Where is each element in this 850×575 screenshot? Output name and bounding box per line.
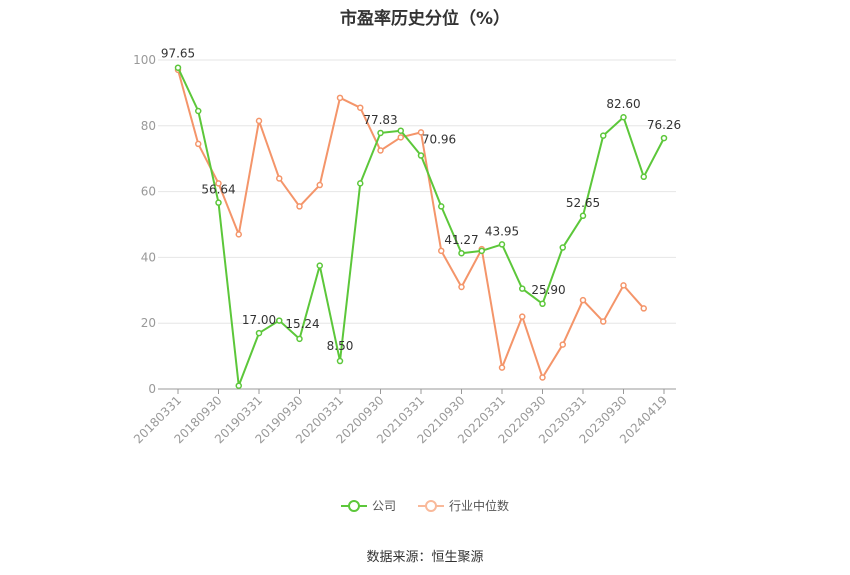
company-data-label: 15.24 <box>285 317 319 331</box>
industry-data-point <box>559 341 566 348</box>
company-data-point <box>498 241 506 248</box>
legend-item-industry[interactable]: 行业中位数 <box>418 497 509 514</box>
industry-data-point <box>579 296 587 304</box>
legend-item-company[interactable]: 公司 <box>340 497 396 514</box>
industry-data-point <box>316 181 323 189</box>
industry-data-point <box>417 129 425 136</box>
company-data-point <box>660 134 668 142</box>
company-data-point <box>255 329 263 337</box>
industry-data-point <box>336 94 344 102</box>
company-data-label: 17.00 <box>242 313 276 327</box>
company-series-line <box>177 67 665 387</box>
company-data-point <box>600 132 607 139</box>
company-data-point <box>215 199 222 206</box>
industry-data-point <box>640 305 647 312</box>
industry-data-point <box>357 104 364 111</box>
legend-label-company: 公司 <box>371 499 396 513</box>
company-data-point <box>296 335 303 343</box>
industry-data-point <box>438 247 445 255</box>
series-lines <box>174 64 668 389</box>
company-data-label: 77.83 <box>363 113 397 127</box>
industry-data-point <box>195 140 202 148</box>
company-data-point <box>478 247 485 255</box>
company-data-point <box>417 152 425 159</box>
industry-data-point <box>498 364 506 371</box>
company-data-label: 43.95 <box>485 224 519 238</box>
company-data-point <box>458 249 465 257</box>
y-tick-label: 20 <box>141 316 156 330</box>
industry-data-point <box>519 313 526 320</box>
company-data-label: 70.96 <box>422 133 456 147</box>
company-data-point <box>519 285 526 292</box>
legend-label-industry: 行业中位数 <box>449 499 510 513</box>
company-data-label: 52.65 <box>566 196 600 210</box>
company-data-label: 41.27 <box>444 233 478 247</box>
industry-data-point <box>600 318 607 325</box>
y-tick-label: 60 <box>141 185 156 199</box>
grid-lines <box>158 59 676 324</box>
company-data-point <box>195 107 202 115</box>
company-data-point <box>336 357 344 365</box>
company-data-point <box>174 64 182 71</box>
chart-title: 市盈率历史分位（%） <box>339 9 511 29</box>
data-labels: 97.65 56.64 17.00 15.24 8.50 77.83 70.96 41.27 4… <box>161 47 681 353</box>
axes: 0204060801002018033120180930201903312019… <box>131 53 676 446</box>
industry-data-point <box>620 282 627 289</box>
company-data-point <box>559 244 566 251</box>
company-data-label: 25.90 <box>531 283 565 297</box>
data-source: 数据来源：恒生聚源 <box>366 550 484 565</box>
y-tick-label: 0 <box>148 382 156 396</box>
y-tick-label: 80 <box>141 119 156 133</box>
industry-series-swatch-icon <box>418 499 444 513</box>
industry-data-point <box>296 203 303 210</box>
company-series-swatch-icon <box>340 499 367 513</box>
industry-data-point <box>235 231 242 238</box>
industry-data-point <box>377 147 384 154</box>
industry-data-point <box>276 175 283 182</box>
industry-data-point <box>397 134 404 141</box>
industry-data-point <box>215 180 222 187</box>
company-data-label: 76.26 <box>647 118 681 132</box>
industry-data-point <box>255 117 263 125</box>
company-data-point <box>620 113 627 121</box>
company-data-label: 56.64 <box>201 183 235 197</box>
company-data-label: 97.65 <box>161 47 195 61</box>
company-data-label: 8.50 <box>327 339 354 353</box>
legend: 公司 行业中位数 <box>0 497 850 514</box>
company-data-label: 82.60 <box>606 97 640 111</box>
company-data-point <box>438 203 445 210</box>
y-tick-label: 40 <box>141 250 156 264</box>
company-data-point <box>539 300 546 308</box>
industry-data-point <box>458 283 465 291</box>
company-data-point <box>316 262 323 269</box>
company-data-point <box>276 317 283 324</box>
company-data-point <box>579 212 587 220</box>
company-data-point <box>640 173 647 181</box>
company-data-point <box>377 129 384 137</box>
company-data-point <box>235 382 242 389</box>
y-tick-label: 100 <box>133 53 156 67</box>
industry-series-line <box>177 69 645 379</box>
company-data-point <box>397 127 404 134</box>
company-data-point <box>357 180 364 187</box>
industry-data-point <box>539 374 546 381</box>
